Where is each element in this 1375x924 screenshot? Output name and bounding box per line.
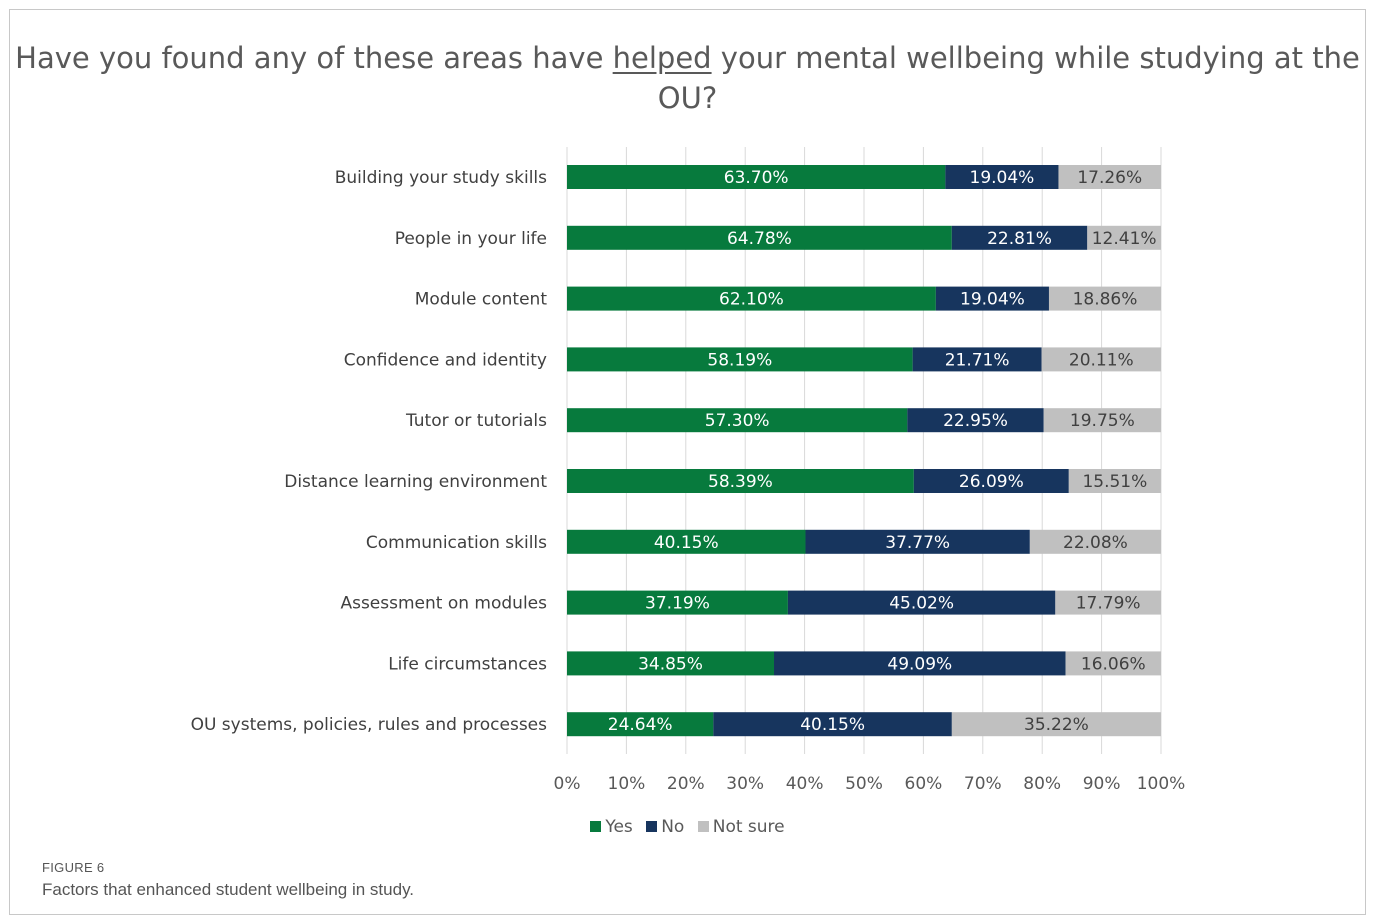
x-tick-label: 10% [608, 774, 646, 794]
bar-segment-not-sure [1043, 408, 1161, 433]
legend-swatch-no [646, 821, 658, 832]
bar-segment-not-sure [1068, 469, 1161, 493]
data-label: 63.70% [724, 168, 789, 188]
data-label: 22.08% [1063, 533, 1128, 553]
category-label: Assessment on modules [340, 594, 547, 614]
x-tick-label: 40% [786, 774, 824, 794]
data-label: 15.51% [1082, 472, 1147, 492]
data-label: 12.41% [1092, 229, 1157, 249]
bar-segment-not-sure [1041, 347, 1161, 372]
legend-swatch-not-sure [697, 821, 709, 832]
chart-title-part-2: your mental wellbeing while studying at … [657, 41, 1360, 115]
data-label: 16.06% [1081, 654, 1146, 674]
figure-label: FIGURE 6 [42, 860, 105, 875]
category-label: People in your life [395, 229, 547, 249]
data-label: 26.09% [959, 472, 1024, 492]
data-label: 37.19% [645, 594, 710, 614]
bar-segment-yes [567, 286, 936, 311]
category-label: OU systems, policies, rules and processe… [191, 715, 548, 735]
category-label: Building your study skills [335, 168, 547, 188]
x-tick-label: 90% [1083, 774, 1121, 794]
x-tick-label: 50% [845, 774, 883, 794]
data-label: 19.04% [960, 290, 1025, 310]
data-label: 22.95% [943, 411, 1008, 431]
data-label: 17.79% [1076, 594, 1141, 614]
bar-segment-not-sure [1048, 286, 1161, 311]
legend-label-no: No [661, 817, 685, 837]
bar-segment-yes [567, 651, 775, 676]
chart-legend: Yes No Not sure [0, 817, 1375, 837]
bar-segment-no [774, 651, 1066, 676]
bar-segment-not-sure [951, 712, 1161, 737]
x-tick-label: 70% [964, 774, 1002, 794]
data-label: 64.78% [727, 229, 792, 249]
bar-segment-not-sure [1055, 590, 1161, 615]
bar-segment-not-sure [1087, 225, 1161, 250]
data-label: 37.77% [885, 533, 950, 553]
data-label: 58.39% [708, 472, 773, 492]
data-label: 24.64% [608, 715, 673, 735]
category-label: Tutor or tutorials [405, 411, 547, 431]
legend-item-not-sure: Not sure [697, 817, 785, 837]
x-tick-label: 100% [1137, 774, 1186, 794]
data-label: 49.09% [887, 654, 952, 674]
legend-item-no: No [646, 817, 684, 837]
legend-item-yes: Yes [590, 817, 633, 837]
bar-segment-yes [567, 347, 913, 372]
bar-segment-no [907, 408, 1044, 433]
bar-segment-not-sure [1029, 529, 1161, 554]
figure-frame [9, 9, 1366, 915]
data-label: 20.11% [1069, 350, 1134, 370]
x-tick-label: 60% [905, 774, 943, 794]
data-label: 40.15% [654, 533, 719, 553]
bar-segment-no [951, 225, 1088, 250]
figure-caption: Factors that enhanced student wellbeing … [42, 880, 415, 899]
bar-segment-yes [567, 225, 952, 250]
x-tick-label: 30% [726, 774, 764, 794]
bar-segment-yes [567, 590, 788, 615]
category-label: Confidence and identity [344, 350, 547, 370]
bar-segment-no [787, 590, 1056, 615]
bar-segment-no [913, 469, 1069, 493]
data-label: 19.75% [1070, 411, 1135, 431]
bar-segment-no [935, 286, 1049, 311]
bar-segment-no [912, 347, 1042, 372]
data-label: 57.30% [705, 411, 770, 431]
x-tick-label: 80% [1023, 774, 1061, 794]
data-label: 34.85% [638, 654, 703, 674]
legend-swatch-yes [590, 821, 602, 832]
bar-segment-yes [567, 529, 806, 554]
x-tick-label: 0% [554, 774, 581, 794]
data-label: 19.04% [970, 168, 1035, 188]
category-label: Communication skills [366, 533, 547, 553]
bar-segment-yes [567, 712, 714, 737]
x-tick-label: 20% [667, 774, 705, 794]
chart-title-part-1: Have you found any of these areas have [15, 41, 613, 75]
data-label: 45.02% [889, 594, 954, 614]
data-label: 17.26% [1077, 168, 1142, 188]
chart-title-emphasis: helped [612, 41, 712, 75]
bar-segment-not-sure [1065, 651, 1161, 676]
data-label: 35.22% [1024, 715, 1089, 735]
bar-segment-yes [567, 165, 946, 189]
data-label: 21.71% [945, 350, 1010, 370]
data-label: 18.86% [1073, 290, 1138, 310]
legend-label-not-sure: Not sure [712, 817, 785, 837]
category-label: Life circumstances [388, 654, 547, 674]
data-label: 40.15% [800, 715, 865, 735]
bar-segment-yes [567, 408, 908, 433]
data-label: 58.19% [707, 350, 772, 370]
bar-segment-no [713, 712, 952, 737]
bar-segment-no [805, 529, 1030, 554]
category-label: Distance learning environment [284, 472, 547, 492]
bar-segment-not-sure [1058, 165, 1161, 189]
category-label: Module content [415, 290, 548, 310]
legend-label-yes: Yes [605, 817, 633, 837]
bar-segment-no [945, 165, 1059, 189]
bar-segment-yes [567, 469, 914, 493]
data-label: 22.81% [987, 229, 1052, 249]
chart-title: Have you found any of these areas have h… [0, 38, 1375, 118]
data-label: 62.10% [719, 290, 784, 310]
